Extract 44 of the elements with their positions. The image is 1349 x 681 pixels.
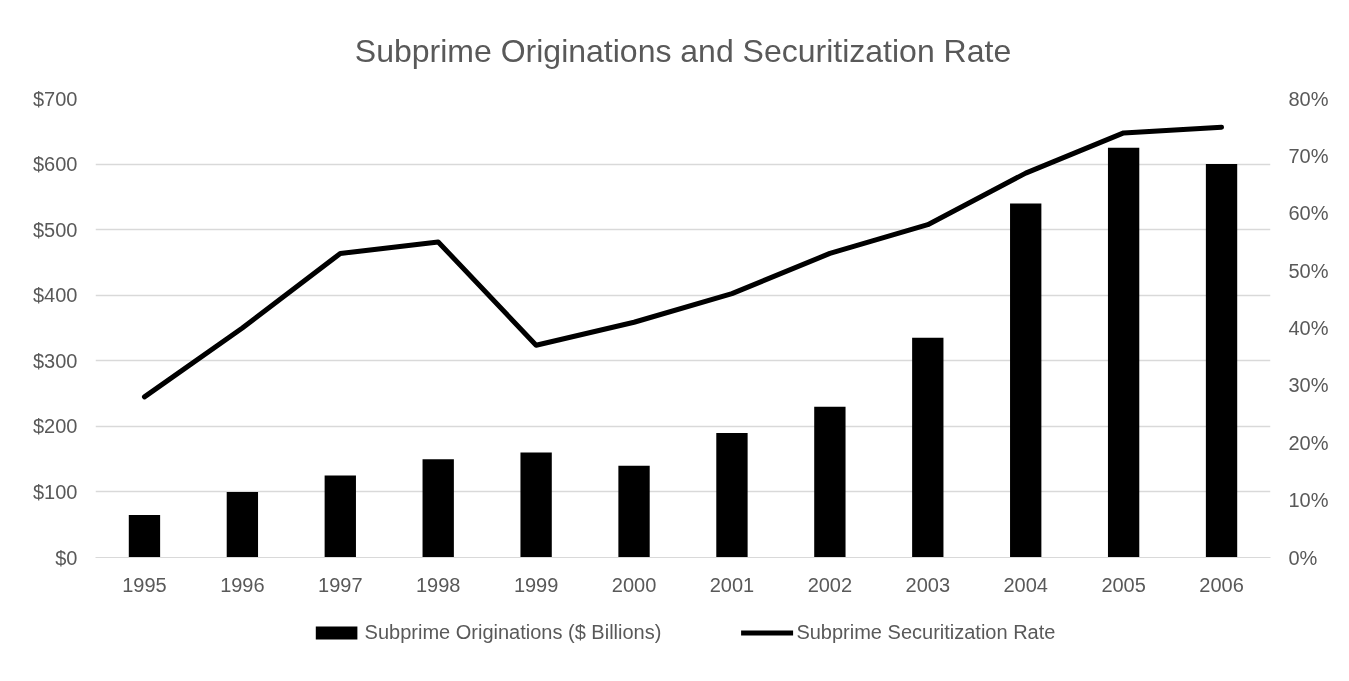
chart-title: Subprime Originations and Securitization Rate bbox=[354, 32, 1012, 69]
y-tick-label: $700 bbox=[33, 87, 78, 110]
x-tick-label: 1995 bbox=[122, 573, 167, 596]
bar bbox=[128, 514, 161, 558]
x-tick-label: 2002 bbox=[807, 573, 853, 596]
y-tick-label: $600 bbox=[33, 153, 78, 176]
x-tick-label: 1998 bbox=[415, 573, 461, 596]
x-tick-label: 2000 bbox=[611, 573, 657, 596]
y2-tick-label: 0% bbox=[1288, 546, 1318, 569]
x-tick-label: 1997 bbox=[318, 573, 363, 596]
bar bbox=[422, 459, 454, 558]
x-tick-label: 2006 bbox=[1199, 573, 1244, 596]
y-tick-label: $300 bbox=[33, 349, 78, 372]
legend-label: Subprime Originations ($ Billions) bbox=[364, 620, 662, 644]
bar bbox=[716, 432, 748, 558]
y2-tick-label: 80% bbox=[1288, 87, 1329, 110]
bar bbox=[520, 452, 552, 558]
x-tick-label: 1996 bbox=[220, 573, 265, 596]
bar bbox=[324, 475, 356, 558]
x-tick-label: 2004 bbox=[1003, 573, 1048, 596]
y2-tick-label: 70% bbox=[1288, 144, 1329, 167]
y-tick-label: $500 bbox=[33, 218, 78, 241]
x-tick-label: 2005 bbox=[1101, 573, 1146, 596]
bar bbox=[618, 465, 650, 558]
bar bbox=[1205, 164, 1238, 558]
legend-label: Subprime Securitization Rate bbox=[796, 620, 1056, 644]
y2-tick-label: 60% bbox=[1288, 202, 1329, 225]
bar bbox=[1010, 203, 1042, 558]
y2-tick-label: 10% bbox=[1288, 489, 1329, 512]
y-tick-label: $200 bbox=[33, 415, 78, 438]
bar bbox=[1107, 147, 1140, 558]
y-tick-label: $100 bbox=[33, 480, 78, 503]
bar bbox=[912, 337, 944, 558]
x-tick-label: 2003 bbox=[905, 573, 951, 596]
bar bbox=[226, 491, 259, 558]
bar bbox=[814, 406, 846, 558]
y2-tick-label: 30% bbox=[1288, 374, 1329, 397]
y2-tick-label: 40% bbox=[1288, 317, 1329, 339]
x-tick-label: 2001 bbox=[709, 573, 755, 596]
x-tick-label: 1999 bbox=[513, 573, 559, 596]
y-tick-label: $0 bbox=[55, 546, 78, 569]
y-tick-label: $400 bbox=[33, 284, 78, 307]
y2-tick-label: 50% bbox=[1288, 259, 1329, 282]
y2-tick-label: 20% bbox=[1288, 431, 1329, 454]
